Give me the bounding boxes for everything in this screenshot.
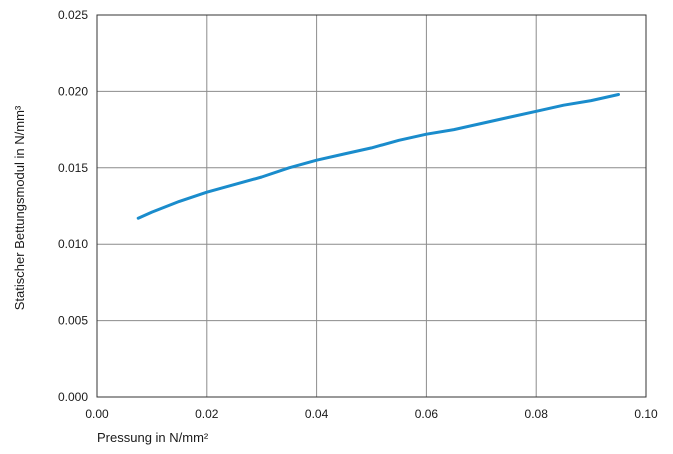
y-axis-label: Statischer Bettungsmodul in N/mm³ [12,105,27,310]
y-tick-label: 0.015 [58,161,88,175]
series-line [136,93,620,220]
x-tick-label: 0.00 [85,407,109,421]
x-axis-label: Pressung in N/mm² [97,430,209,445]
y-tick-label: 0.020 [58,84,88,98]
x-tick-label: 0.06 [415,407,439,421]
x-tick-label: 0.08 [525,407,549,421]
y-tick-labels: 0.000 0.005 0.010 0.015 0.020 0.025 [58,8,88,404]
grid [96,14,647,398]
y-tick-label: 0.005 [58,314,88,328]
plot-frame [96,14,647,398]
y-tick-label: 0.025 [58,8,88,22]
x-tick-label: 0.02 [195,407,219,421]
y-tick-label: 0.000 [58,390,88,404]
y-tick-label: 0.010 [58,237,88,251]
x-tick-label: 0.04 [305,407,329,421]
x-tick-labels: 0.00 0.02 0.04 0.06 0.08 0.10 [85,407,658,421]
x-tick-label: 0.10 [634,407,658,421]
series-layer [136,93,620,220]
